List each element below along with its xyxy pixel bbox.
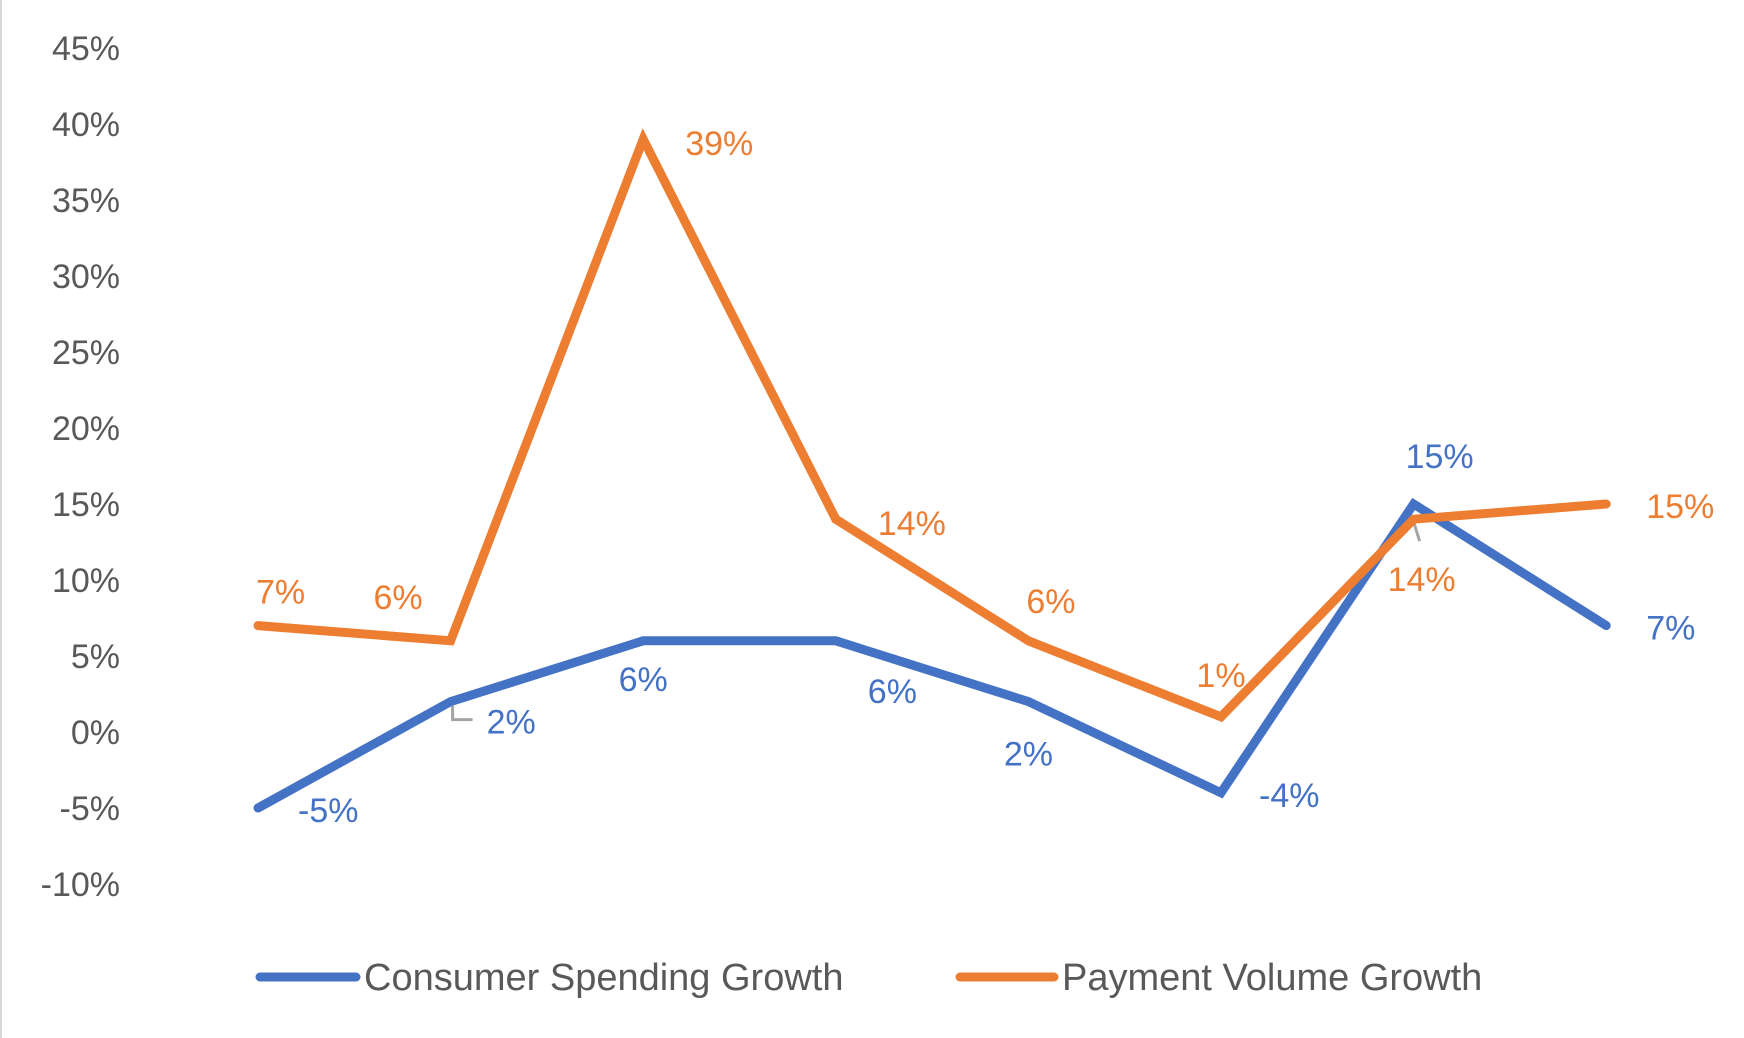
payment-volume-growth-line	[253, 128, 1611, 723]
payment-volume-data-label: 6%	[1026, 583, 1075, 621]
consumer-spending-data-label: 7%	[1646, 610, 1695, 648]
consumer-spending-data-label: 15%	[1406, 438, 1474, 476]
consumer-spending-data-label: 6%	[619, 661, 668, 699]
consumer-spending-data-label: 6%	[868, 673, 917, 711]
legend-label: Payment Volume Growth	[1062, 957, 1482, 999]
y-tick-label: 35%	[52, 182, 120, 220]
y-tick-label: 45%	[52, 30, 120, 68]
payment-volume-data-label: 39%	[685, 125, 753, 163]
consumer-spending-data-label: 2%	[487, 704, 536, 742]
y-tick-label: 0%	[71, 714, 120, 752]
series-lines	[253, 128, 1611, 813]
y-tick-label: 30%	[52, 258, 120, 296]
y-tick-label: 40%	[52, 106, 120, 144]
label-leader-lines	[451, 514, 1422, 722]
legend: Consumer Spending Growth Payment Volume G…	[255, 957, 1482, 999]
y-tick-label: -5%	[60, 790, 120, 828]
payment-volume-data-label: 7%	[256, 574, 305, 612]
chart-left-border	[0, 0, 2, 1038]
payment-volume-data-label: 14%	[1388, 561, 1456, 599]
y-tick-label: -10%	[41, 866, 120, 904]
y-tick-label: 25%	[52, 334, 120, 372]
y-tick-label: 15%	[52, 486, 120, 524]
data-labels: -5% 2% 6% 6% 2% -4% 15% 7% 7% 6% 39% 14% 6% 1% 14% 15%	[256, 125, 1714, 830]
consumer-spending-data-label: -4%	[1259, 777, 1319, 815]
y-tick-label: 20%	[52, 410, 120, 448]
leader-line	[451, 705, 473, 722]
consumer-spending-growth-line	[253, 497, 1611, 813]
consumer-spending-data-label: 2%	[1004, 736, 1053, 774]
payment-volume-data-label: 1%	[1196, 657, 1245, 695]
payment-volume-data-label: 6%	[373, 579, 422, 617]
consumer-spending-data-label: -5%	[298, 792, 358, 830]
legend-label: Consumer Spending Growth	[364, 957, 843, 999]
payment-volume-data-label: 15%	[1646, 488, 1714, 526]
y-axis: 45% 40% 35% 30% 25% 20% 15% 10% 5% 0% -5% -10%	[41, 30, 120, 904]
y-tick-label: 10%	[52, 562, 120, 600]
y-tick-label: 5%	[71, 638, 120, 676]
payment-volume-data-label: 14%	[878, 505, 946, 543]
